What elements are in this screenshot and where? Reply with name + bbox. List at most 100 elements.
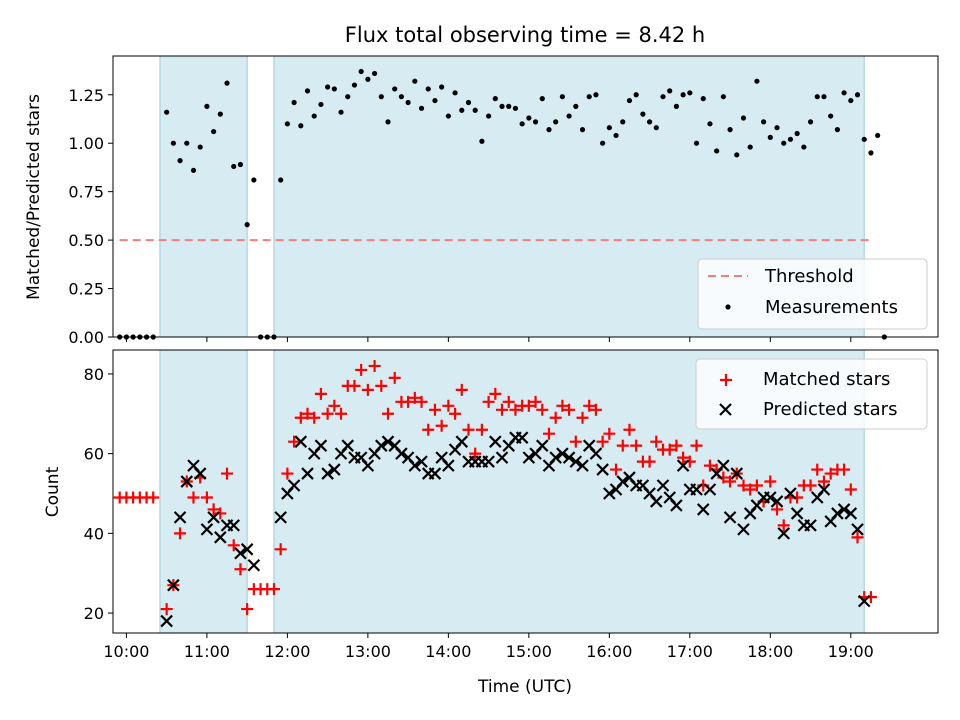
top-shaded-interval bbox=[159, 56, 248, 337]
measurements-point bbox=[807, 119, 814, 125]
measurements-point bbox=[626, 97, 633, 104]
measurements-point bbox=[405, 99, 411, 106]
predicted-stars-point bbox=[804, 519, 817, 532]
x-tick-label: 11:00 bbox=[184, 642, 230, 661]
measurements-point bbox=[231, 163, 237, 170]
matched-stars-point bbox=[415, 395, 428, 408]
top-y-tick-label: 0.25 bbox=[68, 280, 104, 299]
predicted-stars-point bbox=[234, 547, 247, 560]
bottom-legend: Matched stars Predicted stars bbox=[695, 358, 928, 430]
matched-stars-point bbox=[348, 379, 361, 392]
measurements-point bbox=[465, 99, 472, 106]
measurements-point bbox=[412, 78, 418, 84]
matched-stars-point bbox=[422, 423, 435, 436]
measurements-point bbox=[439, 84, 445, 90]
matched-stars-point bbox=[556, 399, 569, 412]
matched-stars-point bbox=[234, 563, 247, 576]
predicted-stars-point bbox=[831, 507, 844, 520]
matched-stars-point bbox=[596, 435, 609, 448]
measurements-point bbox=[687, 90, 693, 96]
measurements-point bbox=[170, 140, 176, 146]
predicted-stars-point bbox=[650, 495, 663, 508]
predicted-legend-label: Predicted stars bbox=[763, 399, 897, 420]
measurements-point bbox=[506, 103, 512, 109]
measurements-point bbox=[358, 68, 364, 75]
predicted-stars-point bbox=[703, 483, 717, 496]
measurements-point bbox=[761, 119, 767, 125]
matched-stars-point bbox=[542, 427, 555, 440]
measurements-point bbox=[224, 80, 230, 86]
measurements-point bbox=[278, 177, 284, 183]
matched-stars-point bbox=[174, 527, 187, 540]
predicted-stars-point bbox=[314, 439, 328, 452]
measurements-legend-swatch bbox=[725, 304, 731, 310]
top-plot-frame bbox=[112, 55, 939, 338]
measurements-point bbox=[392, 86, 398, 92]
x-tick-label: 13:00 bbox=[345, 642, 391, 661]
measurements-point bbox=[740, 115, 747, 121]
measurements-point bbox=[217, 111, 223, 117]
bottom-y-tick-label: 80 bbox=[84, 365, 104, 384]
matched-stars-point bbox=[563, 403, 576, 416]
measurements-point bbox=[787, 136, 794, 142]
measurements-point bbox=[693, 140, 700, 146]
bottom-y-tick-label: 40 bbox=[84, 524, 104, 543]
measurements-point bbox=[371, 70, 378, 77]
matched-legend-swatch bbox=[720, 374, 732, 386]
measurements-point bbox=[492, 96, 498, 102]
predicted-stars-point bbox=[361, 459, 375, 472]
bottom-panel: 20 40 60 80 10:00 11:00 12:00 13:00 14:00 15:00 16… bbox=[43, 349, 939, 697]
measurements-point bbox=[479, 138, 485, 144]
matched-stars-point bbox=[583, 399, 596, 412]
measurements-point bbox=[660, 94, 666, 100]
measurements-point bbox=[512, 105, 519, 111]
measurements-point bbox=[345, 94, 351, 100]
top-y-tick-label: 0.50 bbox=[68, 231, 104, 250]
measurements-point bbox=[593, 92, 599, 98]
predicted-stars-point bbox=[301, 467, 314, 480]
bottom-axis-ticks: 20 40 60 80 10:00 11:00 12:00 13:00 14:00 15:00 16… bbox=[84, 365, 874, 661]
matched-stars-point bbox=[690, 439, 703, 452]
measurements-point bbox=[351, 82, 358, 88]
measurements-point bbox=[472, 107, 478, 113]
predicted-stars-point bbox=[180, 475, 194, 488]
predicted-stars-point bbox=[381, 435, 395, 448]
predicted-stars-point bbox=[556, 447, 569, 460]
measurements-point bbox=[298, 123, 304, 129]
measurements-point bbox=[237, 161, 244, 168]
measurements-point bbox=[673, 103, 680, 109]
predicted-stars-point bbox=[616, 475, 630, 488]
measurements-point bbox=[646, 119, 653, 125]
predicted-stars-point bbox=[596, 463, 609, 476]
predicted-stars-point bbox=[247, 558, 261, 572]
measurements-point bbox=[486, 113, 492, 119]
matched-stars-point bbox=[744, 483, 757, 496]
matched-stars-point bbox=[663, 443, 676, 456]
measurements-point bbox=[854, 92, 861, 98]
matched-stars-point bbox=[643, 455, 656, 468]
measurements-point bbox=[445, 113, 451, 119]
matched-stars-point bbox=[402, 395, 415, 408]
predicted-stars-point bbox=[562, 451, 576, 464]
measurements-point bbox=[539, 96, 545, 102]
measurements-point bbox=[714, 148, 720, 154]
bottom-y-axis-label: Count bbox=[43, 466, 63, 517]
predicted-stars-point bbox=[240, 543, 254, 556]
measurements-point bbox=[432, 97, 438, 104]
predicted-stars-point bbox=[274, 511, 287, 524]
threshold-legend-label: Threshold bbox=[764, 266, 854, 287]
measurements-point bbox=[861, 136, 867, 142]
predicted-stars-point bbox=[603, 487, 616, 500]
predicted-stars-point bbox=[482, 455, 495, 468]
predicted-stars-point bbox=[408, 459, 422, 472]
measurements-point bbox=[244, 222, 250, 228]
predicted-stars-point bbox=[569, 455, 583, 468]
measurements-point bbox=[747, 144, 753, 150]
predicted-stars-point bbox=[717, 459, 730, 472]
matched-stars-point bbox=[549, 411, 562, 424]
matched-stars-point bbox=[200, 491, 213, 504]
matched-stars-point bbox=[361, 383, 374, 396]
predicted-stars-point bbox=[817, 483, 831, 496]
matched-stars-point bbox=[442, 399, 455, 412]
